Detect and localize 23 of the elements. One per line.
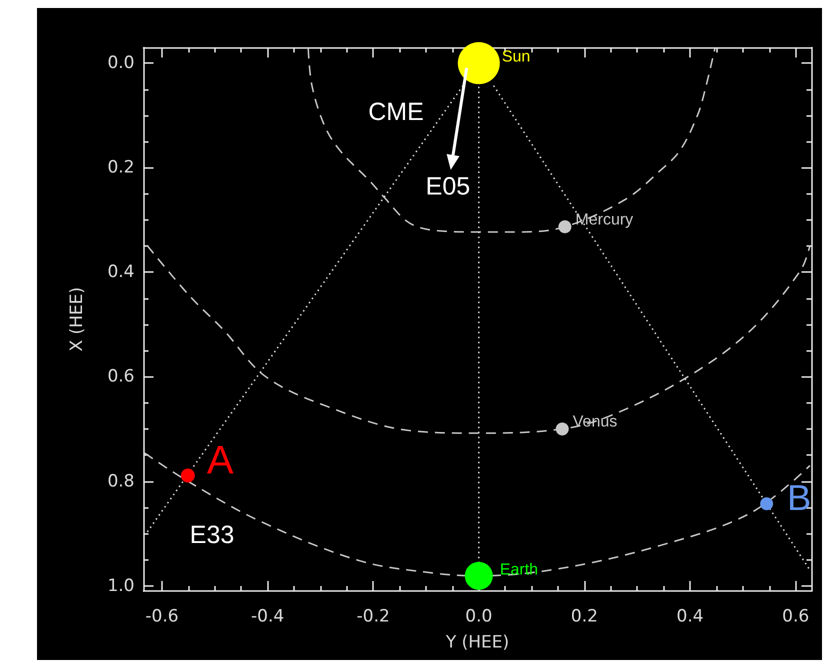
series-label: A (206, 438, 234, 483)
series-label: Earth (500, 561, 538, 578)
x-axis-title: Y (HEE) (444, 632, 510, 652)
series-label: B (787, 477, 812, 518)
y-tick-label: 0.4 (107, 262, 134, 282)
x-tick-label: -0.6 (145, 606, 179, 626)
x-tick-label: 0.2 (570, 606, 598, 626)
y-axis-title: X (HEE) (67, 286, 87, 352)
series-label: Venus (572, 413, 618, 430)
x-tick-label: -0.4 (251, 606, 284, 626)
y-tick-label: 0.6 (107, 366, 134, 387)
y-tick-label: 0.2 (107, 158, 134, 178)
y-tick-label: 0.8 (107, 471, 134, 492)
annotation: CME (368, 98, 424, 126)
annotation: E05 (426, 172, 470, 200)
series-label: Sun (502, 48, 530, 66)
y-tick-label: 1.0 (107, 576, 134, 596)
x-tick-label: 0.0 (465, 606, 492, 626)
y-tick-label: 0.0 (107, 53, 134, 74)
x-tick-label: 0.6 (782, 606, 810, 626)
annotation: E33 (190, 521, 234, 549)
x-tick-label: 0.4 (676, 606, 704, 626)
x-tick-label: -0.2 (356, 606, 390, 626)
